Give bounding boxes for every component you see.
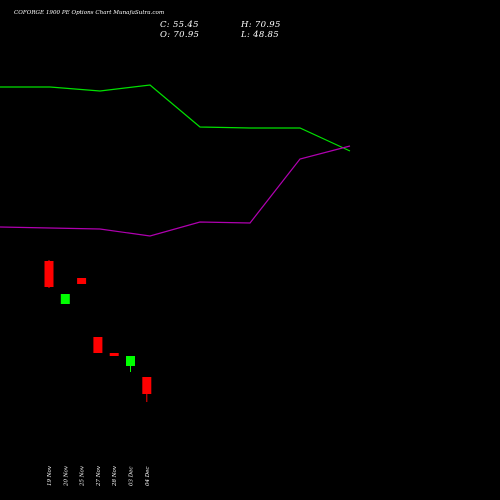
x-tick-label: 04 Dec [145,467,151,487]
x-tick-label: 28 Nov [112,465,118,487]
chart-title: COFORGE 1900 PE Options Chart MunafaSutr… [14,10,165,16]
x-tick-label: 25 Nov [80,465,86,487]
low-value: L: 48.85 [241,30,279,40]
candle-body-7 [142,377,152,394]
x-tick-label: 27 Nov [96,465,102,487]
indicator-line-1 [0,84,351,152]
candle-body-1 [44,261,54,287]
close-value: C: 55.45 [160,20,199,30]
x-tick-label: 03 Dec [129,467,135,487]
high-value: H: 70.95 [241,20,281,30]
candle-body-2 [60,294,70,304]
candle-body-4 [93,337,103,353]
candle-body-3 [77,278,87,284]
x-tick-label: 19 Nov [47,465,53,486]
x-tick-label: 20 Nov [63,465,69,487]
candle-body-6 [126,356,135,366]
open-value: O: 70.95 [160,30,200,40]
indicator-line-2 [0,145,351,237]
candle-body-5 [109,353,119,356]
